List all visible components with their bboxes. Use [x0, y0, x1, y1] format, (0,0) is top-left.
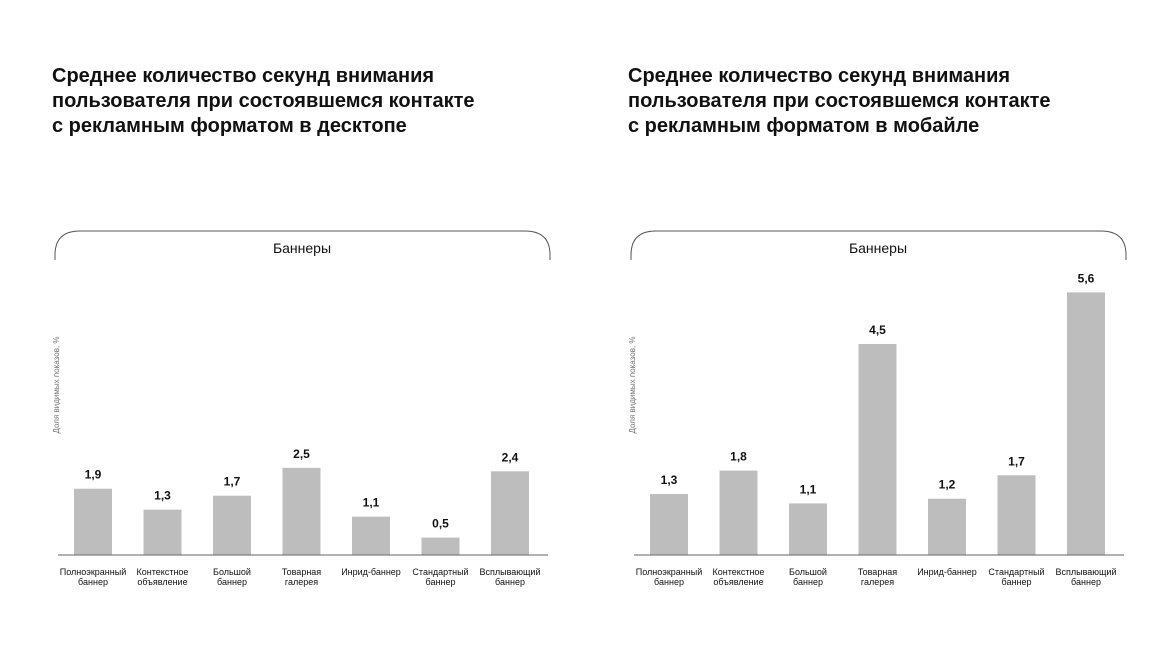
group-bracket [54, 230, 551, 260]
x-tick-label: Стандартный [988, 567, 1044, 577]
chart-title: Среднее количество секунд внимания [52, 65, 434, 87]
chart-title: с рекламным форматом в мобайле [628, 115, 979, 137]
bar [789, 503, 827, 555]
x-tick-label: баннер [78, 577, 108, 587]
value-label: 1,8 [730, 450, 747, 464]
bar [352, 516, 390, 555]
bar [143, 509, 182, 555]
x-tick-label: Большой [213, 567, 251, 577]
x-tick-label: баннер [793, 577, 823, 587]
bar [650, 494, 688, 555]
value-label: 5,6 [1078, 271, 1095, 285]
value-label: 1,7 [224, 475, 241, 489]
x-tick-label: Контекстное [137, 567, 189, 577]
bar [74, 488, 112, 555]
y-axis-label: Доля видимых показов, % [628, 337, 637, 434]
value-label: 2,4 [502, 450, 519, 464]
group-label: Баннеры [849, 240, 907, 256]
chart-title: пользователя при состоявшемся контакте [628, 90, 1051, 112]
group-bracket [630, 230, 1127, 260]
x-tick-label: галерея [285, 577, 318, 587]
value-label: 1,3 [661, 473, 678, 487]
value-label: 1,2 [939, 478, 956, 492]
value-label: 1,1 [363, 496, 380, 510]
value-label: 1,7 [1008, 454, 1025, 468]
x-tick-label: баннер [654, 577, 684, 587]
x-tick-label: Всплывающий [1056, 567, 1117, 577]
value-label: 1,9 [85, 468, 102, 482]
value-label: 2,5 [293, 447, 310, 461]
value-label: 1,1 [800, 482, 817, 496]
x-tick-label: галерея [861, 577, 894, 587]
x-tick-label: Товарная [282, 567, 321, 577]
bar [997, 475, 1036, 555]
bar [858, 343, 897, 555]
value-label: 1,3 [154, 489, 171, 503]
x-tick-label: баннер [495, 577, 525, 587]
x-tick-label: Всплывающий [480, 567, 541, 577]
bar [1067, 292, 1105, 555]
x-tick-label: Товарная [858, 567, 897, 577]
bar [928, 498, 966, 555]
x-tick-label: баннер [1071, 577, 1101, 587]
bar [213, 495, 251, 555]
bar [421, 537, 460, 555]
bar [491, 471, 529, 555]
x-tick-label: Инрид-баннер [917, 567, 977, 577]
group-label: Баннеры [273, 240, 331, 256]
bar [719, 470, 758, 555]
x-tick-label: Стандартный [412, 567, 468, 577]
value-label: 0,5 [432, 517, 449, 531]
bar [282, 467, 321, 555]
x-tick-label: Полноэкранный [60, 567, 126, 577]
chart-title: пользователя при состоявшемся контакте [52, 90, 475, 112]
x-tick-label: Инрид-баннер [341, 567, 401, 577]
x-tick-label: Контекстное [713, 567, 765, 577]
x-tick-label: баннер [426, 577, 456, 587]
x-tick-label: Полноэкранный [636, 567, 702, 577]
chart-title: с рекламным форматом в десктопе [52, 115, 407, 137]
y-axis-label: Доля видимых показов, % [52, 337, 61, 434]
x-tick-label: Большой [789, 567, 827, 577]
x-tick-label: объявление [713, 577, 763, 587]
x-tick-label: баннер [1002, 577, 1032, 587]
chart-title: Среднее количество секунд внимания [628, 65, 1010, 87]
value-label: 4,5 [869, 323, 886, 337]
x-tick-label: баннер [217, 577, 247, 587]
x-tick-label: объявление [137, 577, 187, 587]
